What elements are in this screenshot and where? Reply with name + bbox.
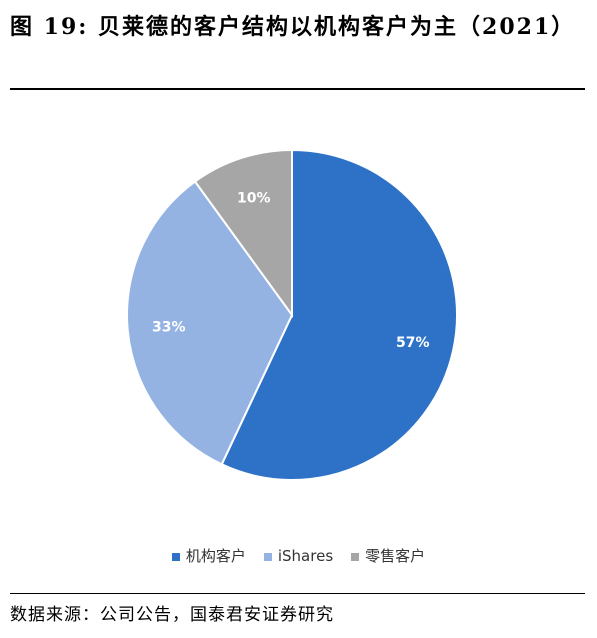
pie-slice-0 (220, 148, 458, 481)
pie-slices (126, 148, 458, 481)
legend-swatch (171, 552, 180, 561)
chart-legend: 机构客户 iShares 零售客户 (0, 545, 597, 566)
title-rule (10, 88, 585, 90)
pie-slice-2 (193, 148, 293, 319)
data-label-2: 10% (237, 190, 271, 206)
legend-label: 机构客户 (185, 547, 246, 565)
source-rule (10, 593, 585, 594)
legend-item-1: iShares (263, 547, 334, 565)
legend-swatch (351, 552, 360, 561)
pie-slice-1 (126, 180, 294, 466)
source-note: 数据来源：公司公告，国泰君安证券研究 (10, 605, 334, 625)
legend-item-2: 零售客户 (351, 545, 425, 566)
pie-data-labels: 57% 33% 10% (152, 190, 429, 351)
data-label-1: 33% (152, 320, 186, 336)
legend-swatch (263, 552, 272, 561)
legend-label: 零售客户 (365, 547, 426, 565)
data-label-0: 57% (396, 335, 430, 351)
figure-title: 图 19: 贝莱德的客户结构以机构客户为主（2021） (10, 14, 576, 40)
legend-item-0: 机构客户 (171, 545, 246, 566)
pie-chart: 57% 33% 10% (126, 148, 458, 481)
legend-label: iShares (277, 547, 334, 565)
